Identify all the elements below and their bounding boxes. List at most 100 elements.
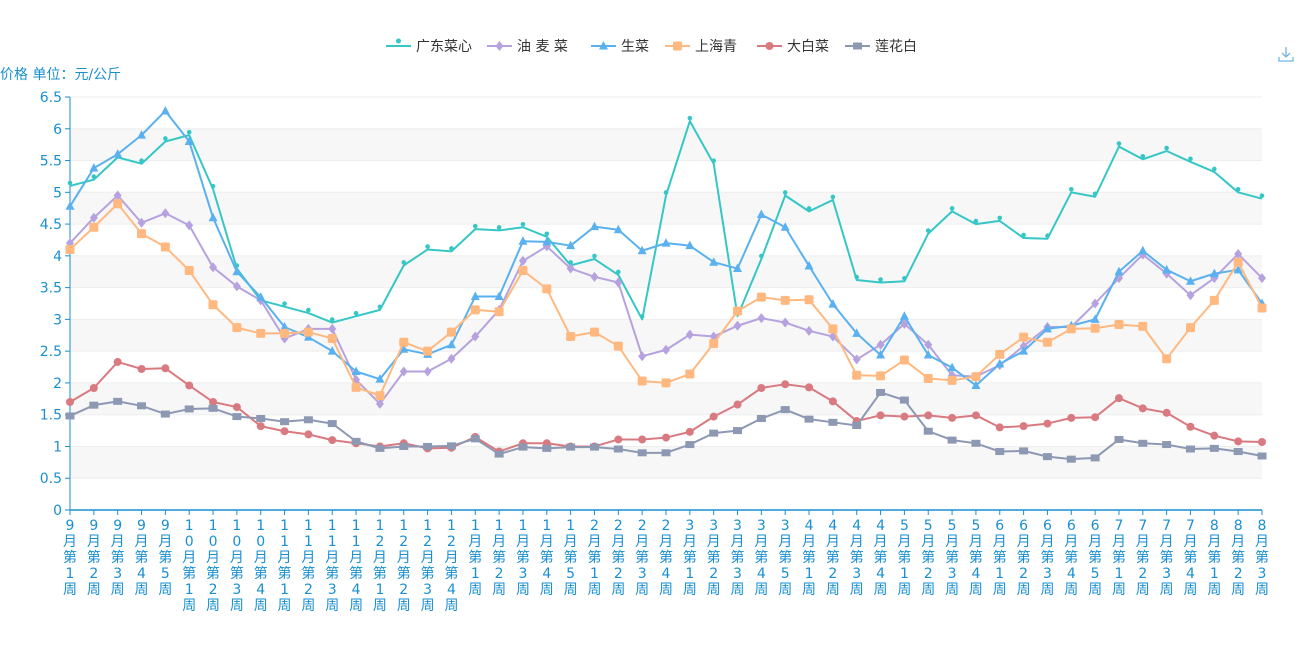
- data-point[interactable]: [613, 224, 623, 234]
- legend-marker[interactable]: [765, 42, 774, 50]
- data-point[interactable]: [185, 220, 194, 231]
- data-point[interactable]: [733, 263, 743, 273]
- data-point[interactable]: [852, 421, 862, 429]
- legend-marker[interactable]: [673, 41, 682, 51]
- data-point[interactable]: [184, 136, 194, 145]
- data-point[interactable]: [661, 378, 671, 388]
- data-point[interactable]: [1162, 354, 1172, 364]
- data-point[interactable]: [66, 397, 74, 406]
- data-point[interactable]: [494, 291, 504, 301]
- data-point[interactable]: [639, 314, 645, 319]
- data-point[interactable]: [351, 366, 361, 375]
- data-point[interactable]: [375, 444, 385, 452]
- data-point[interactable]: [782, 190, 788, 195]
- data-point[interactable]: [232, 403, 241, 412]
- data-point[interactable]: [471, 331, 480, 342]
- data-point[interactable]: [210, 183, 216, 189]
- data-point[interactable]: [757, 384, 766, 393]
- data-point[interactable]: [303, 327, 313, 337]
- data-point[interactable]: [1258, 438, 1266, 447]
- legend-marker[interactable]: [853, 42, 862, 50]
- data-point[interactable]: [923, 427, 933, 435]
- data-point[interactable]: [160, 410, 170, 418]
- data-point[interactable]: [89, 163, 99, 172]
- data-point[interactable]: [139, 158, 144, 164]
- data-point[interactable]: [661, 238, 671, 247]
- data-point[interactable]: [780, 295, 790, 305]
- data-point[interactable]: [876, 388, 886, 396]
- data-point[interactable]: [399, 344, 409, 353]
- data-point[interactable]: [186, 129, 192, 135]
- data-point[interactable]: [351, 437, 361, 445]
- data-point[interactable]: [375, 391, 385, 401]
- data-point[interactable]: [566, 443, 576, 451]
- data-point[interactable]: [709, 257, 719, 266]
- data-point[interactable]: [1162, 441, 1172, 449]
- data-point[interactable]: [685, 329, 694, 340]
- data-point[interactable]: [590, 271, 599, 282]
- data-point[interactable]: [830, 194, 836, 200]
- data-point[interactable]: [1019, 332, 1029, 342]
- data-point[interactable]: [544, 231, 550, 237]
- data-point[interactable]: [542, 284, 552, 294]
- data-point[interactable]: [1234, 248, 1243, 259]
- legend-item[interactable]: 大白菜: [757, 39, 829, 55]
- data-point[interactable]: [568, 260, 573, 265]
- data-point[interactable]: [91, 174, 97, 179]
- data-point[interactable]: [566, 332, 576, 342]
- data-point[interactable]: [1186, 422, 1195, 431]
- data-point[interactable]: [1185, 276, 1195, 285]
- data-point[interactable]: [89, 222, 99, 232]
- data-point[interactable]: [1209, 444, 1219, 452]
- data-point[interactable]: [759, 253, 764, 259]
- data-point[interactable]: [1092, 191, 1098, 197]
- data-point[interactable]: [449, 246, 454, 251]
- data-point[interactable]: [446, 339, 456, 349]
- data-point[interactable]: [329, 317, 335, 322]
- data-point[interactable]: [566, 263, 575, 274]
- data-point[interactable]: [1021, 232, 1026, 238]
- data-point[interactable]: [852, 354, 861, 365]
- data-point[interactable]: [828, 299, 838, 308]
- legend-item[interactable]: 上海青: [665, 39, 737, 55]
- data-point[interactable]: [733, 320, 742, 331]
- data-point[interactable]: [661, 449, 671, 457]
- data-point[interactable]: [137, 217, 146, 228]
- data-point[interactable]: [804, 415, 814, 423]
- data-point[interactable]: [592, 253, 597, 259]
- data-point[interactable]: [589, 221, 599, 231]
- data-point[interactable]: [852, 370, 862, 380]
- data-point[interactable]: [303, 416, 313, 424]
- legend-marker[interactable]: [599, 41, 608, 50]
- data-point[interactable]: [806, 206, 812, 211]
- data-point[interactable]: [423, 442, 433, 450]
- data-point[interactable]: [614, 435, 623, 444]
- data-point[interactable]: [1042, 323, 1052, 333]
- data-point[interactable]: [89, 212, 98, 223]
- data-point[interactable]: [733, 306, 743, 316]
- data-point[interactable]: [401, 260, 407, 265]
- data-point[interactable]: [1019, 346, 1029, 355]
- data-point[interactable]: [685, 240, 695, 250]
- data-point[interactable]: [542, 236, 552, 246]
- data-point[interactable]: [399, 337, 409, 347]
- data-point[interactable]: [1209, 268, 1219, 278]
- data-point[interactable]: [327, 333, 337, 343]
- data-point[interactable]: [589, 327, 599, 337]
- data-point[interactable]: [470, 305, 480, 315]
- data-point[interactable]: [113, 190, 122, 201]
- data-point[interactable]: [995, 423, 1004, 432]
- data-point[interactable]: [1234, 437, 1243, 446]
- data-point[interactable]: [518, 255, 527, 266]
- data-point[interactable]: [876, 349, 886, 359]
- data-point[interactable]: [446, 327, 456, 337]
- data-point[interactable]: [1116, 141, 1122, 146]
- data-point[interactable]: [949, 206, 955, 211]
- data-point[interactable]: [1091, 298, 1100, 309]
- data-point[interactable]: [1090, 454, 1100, 462]
- data-point[interactable]: [185, 381, 194, 390]
- data-point[interactable]: [781, 317, 790, 328]
- data-point[interactable]: [1045, 233, 1050, 238]
- data-point[interactable]: [925, 228, 931, 233]
- data-point[interactable]: [1114, 319, 1124, 329]
